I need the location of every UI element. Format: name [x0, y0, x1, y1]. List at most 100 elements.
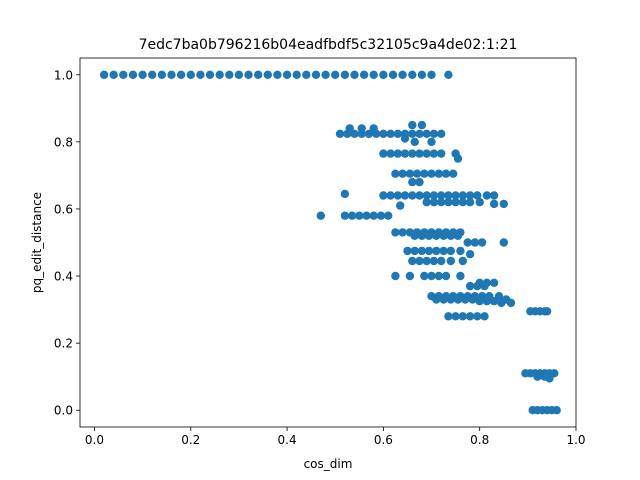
data-point — [437, 149, 446, 158]
data-point — [244, 70, 253, 80]
data-point — [148, 70, 157, 80]
x-tick-label: 1.0 — [566, 433, 585, 447]
data-point — [439, 246, 448, 256]
data-point — [437, 129, 446, 138]
data-point — [388, 70, 398, 80]
data-point — [400, 134, 410, 143]
x-tick-label: 0.2 — [181, 433, 200, 447]
data-point — [465, 191, 475, 200]
data-point — [167, 70, 176, 80]
data-point — [415, 191, 424, 200]
data-point — [415, 129, 424, 138]
data-point — [408, 256, 417, 266]
data-point — [441, 169, 451, 178]
data-point — [420, 271, 429, 281]
data-point — [458, 198, 467, 207]
data-point — [410, 246, 419, 256]
data-point — [109, 70, 118, 80]
data-point — [157, 70, 167, 80]
data-point — [345, 124, 354, 133]
data-point — [465, 312, 475, 321]
data-point — [439, 295, 448, 304]
data-point — [415, 256, 424, 266]
data-point — [456, 246, 465, 256]
x-tick-label: 0.4 — [278, 433, 297, 447]
data-point — [282, 70, 292, 80]
data-point — [405, 169, 415, 178]
data-point — [437, 198, 446, 207]
data-point — [533, 372, 542, 381]
data-point — [391, 271, 400, 281]
data-point — [432, 246, 441, 256]
data-point — [405, 271, 415, 281]
data-point — [138, 70, 147, 80]
data-point — [477, 238, 487, 247]
data-point — [439, 231, 448, 240]
data-point — [542, 307, 552, 316]
data-point — [437, 256, 446, 266]
data-point — [331, 70, 340, 80]
data-point — [422, 198, 431, 207]
data-point — [400, 191, 410, 200]
x-axis-ticks: 0.0 0.2 0.4 0.6 0.8 1.0 — [85, 427, 586, 447]
data-point — [432, 231, 441, 240]
x-tick-label: 0.0 — [85, 433, 104, 447]
data-point — [444, 70, 453, 80]
data-point — [225, 70, 234, 80]
data-point — [379, 149, 388, 158]
data-point — [424, 231, 434, 240]
data-point — [263, 70, 272, 80]
data-point — [429, 191, 439, 200]
data-point — [449, 169, 458, 178]
data-point — [552, 406, 561, 415]
data-point — [489, 199, 499, 209]
data-point — [422, 149, 431, 158]
data-point — [403, 246, 412, 256]
data-point — [465, 198, 475, 207]
data-point — [424, 246, 434, 256]
data-point — [408, 177, 417, 187]
data-point — [340, 211, 350, 220]
y-tick-label: 0.8 — [54, 135, 73, 149]
data-point — [205, 70, 215, 80]
data-point — [446, 256, 455, 266]
data-point — [196, 70, 205, 80]
data-point — [391, 169, 400, 178]
data-point — [422, 191, 431, 200]
data-point — [453, 154, 463, 163]
data-point — [355, 211, 364, 220]
data-point — [480, 281, 489, 291]
data-point — [321, 70, 330, 80]
data-point — [456, 271, 465, 281]
data-point — [302, 70, 311, 80]
data-point — [292, 70, 301, 80]
data-point — [215, 70, 224, 80]
data-point — [427, 137, 436, 147]
data-point — [398, 228, 407, 237]
data-point — [393, 191, 402, 200]
axes-frame — [79, 57, 577, 428]
data-point — [482, 191, 492, 200]
data-point — [415, 149, 424, 158]
data-point — [379, 129, 388, 138]
data-point — [427, 70, 436, 80]
data-point — [340, 189, 350, 199]
data-point — [357, 124, 366, 133]
data-point — [386, 149, 395, 158]
x-axis-label: cos_dim — [304, 457, 353, 471]
data-point — [489, 278, 499, 287]
data-point — [451, 198, 460, 207]
data-point — [369, 70, 378, 80]
data-point — [506, 298, 516, 308]
data-point — [458, 256, 467, 266]
data-point — [359, 70, 369, 80]
data-point — [415, 177, 424, 187]
data-point — [391, 228, 400, 237]
data-point — [410, 137, 419, 147]
x-tick-label: 0.6 — [374, 433, 393, 447]
y-tick-label: 0.0 — [54, 404, 73, 418]
data-point — [362, 211, 371, 220]
data-point — [386, 191, 395, 200]
data-point — [458, 312, 467, 321]
data-point — [386, 129, 395, 138]
